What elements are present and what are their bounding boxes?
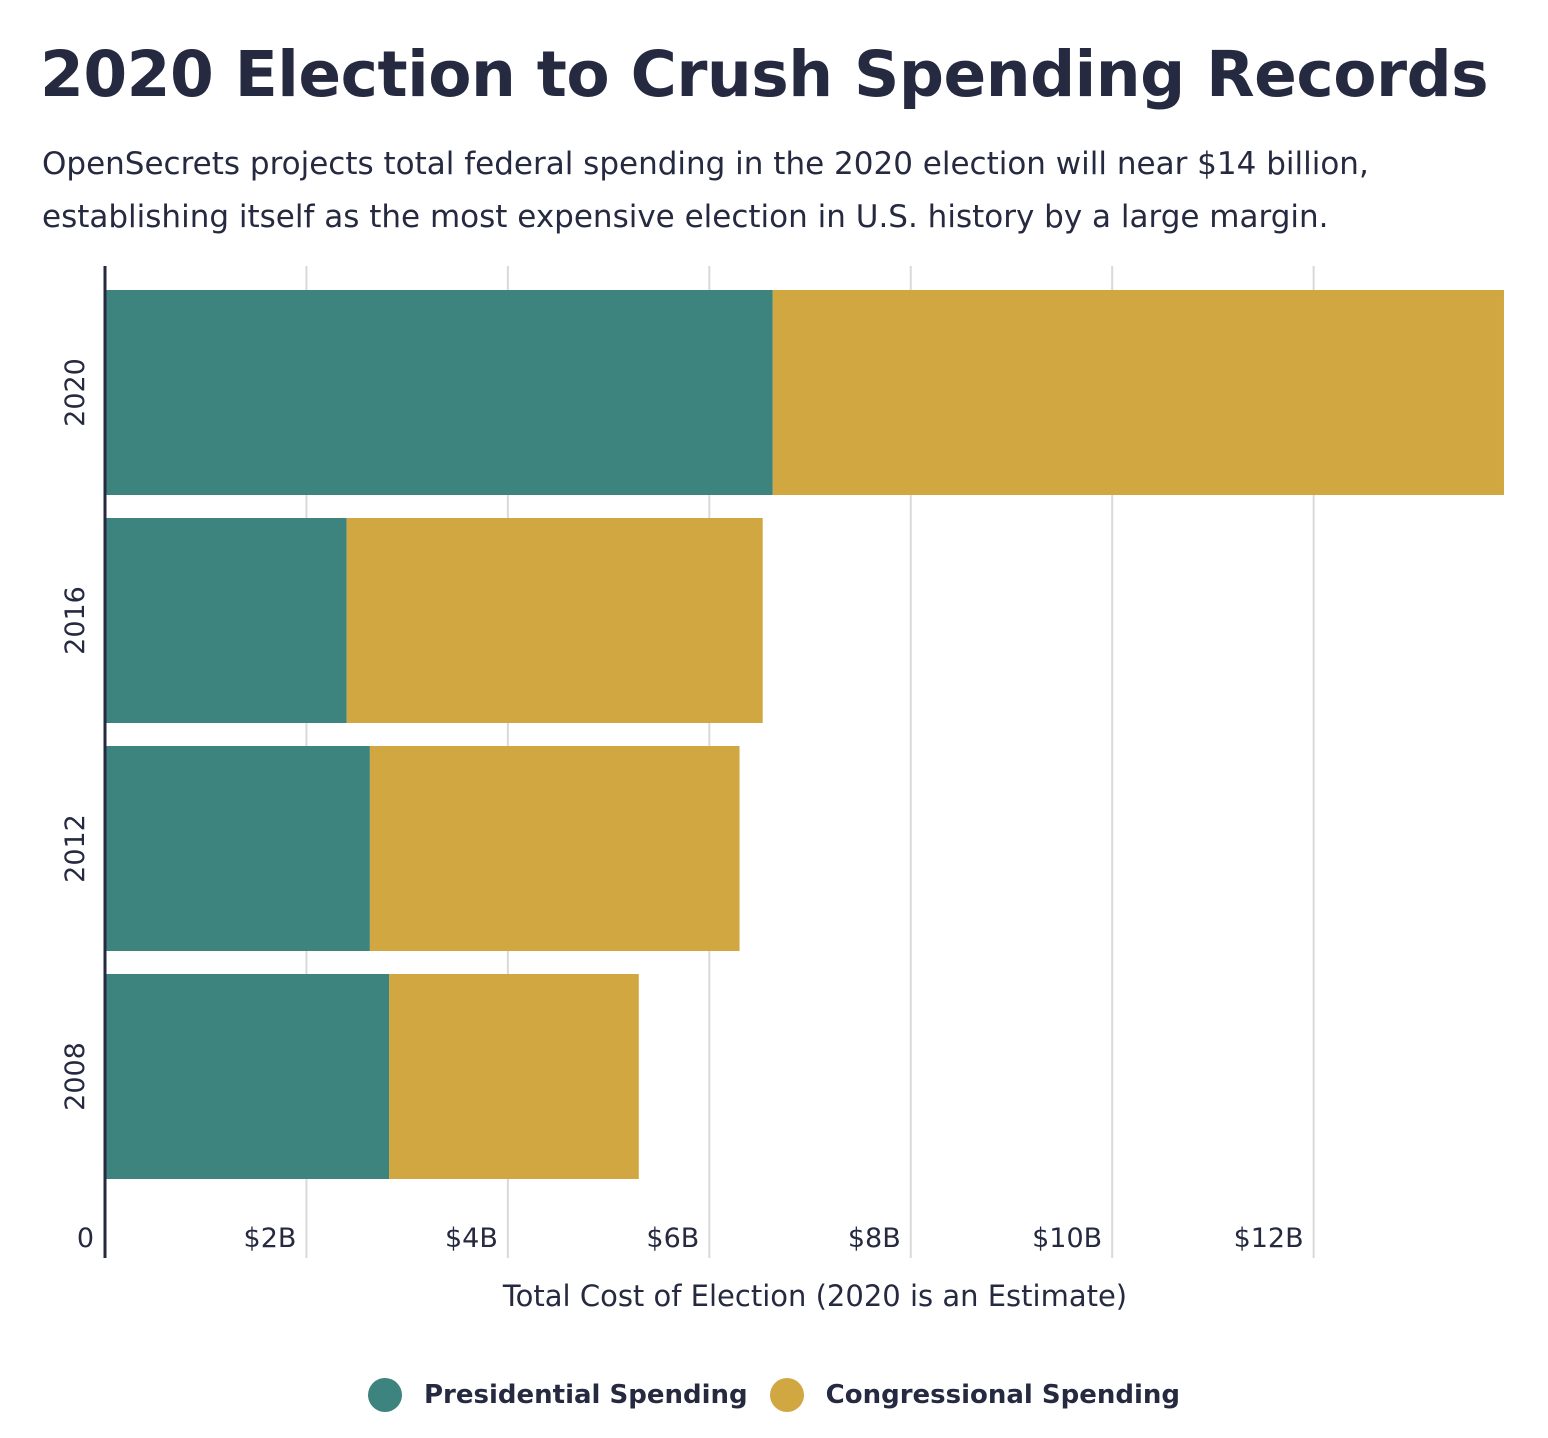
legend-item-congressional[interactable]: Congressional Spending: [769, 1378, 1181, 1412]
chart-title: 2020 Election to Crush Spending Records: [40, 38, 1489, 111]
x-tick-label-6: $12B: [1234, 1223, 1304, 1254]
legend-swatch-congressional: [769, 1378, 804, 1412]
x-tick-label-0: 0: [77, 1223, 94, 1254]
chart-subtitle: OpenSecrets projects total federal spend…: [42, 146, 1369, 235]
x-tick-label-2: $4B: [445, 1223, 498, 1254]
bar-2016-congressional: [346, 518, 763, 723]
x-tick-label-5: $10B: [1032, 1223, 1102, 1254]
bar-2020-presidential: [105, 290, 773, 495]
x-tick-label-1: $2B: [244, 1223, 297, 1254]
x-tick-label-4: $8B: [848, 1223, 901, 1254]
legend-swatch-presidential: [367, 1378, 402, 1412]
bar-2012-presidential: [105, 746, 370, 951]
bar-2020-congressional: [772, 290, 1504, 495]
x-axis-title: Total Cost of Election (2020 is an Estim…: [502, 1279, 1127, 1313]
y-tick-label-2020: 2020: [60, 358, 91, 427]
bar-chart: 2020 2016 2012 2008 0 $2B $4B $6B $8B $10B $12B Tot…: [60, 266, 1504, 1313]
legend-label-presidential: Presidential Spending: [423, 1380, 748, 1410]
bar-2016-presidential: [105, 518, 347, 723]
y-tick-label-2008: 2008: [60, 1042, 91, 1111]
y-tick-label-2016: 2016: [60, 586, 91, 655]
y-tick-label-2012: 2012: [60, 814, 91, 883]
bar-2012-congressional: [369, 746, 740, 951]
legend: Presidential Spending Congressional Spen…: [0, 1378, 1548, 1412]
x-tick-label-3: $6B: [646, 1223, 699, 1254]
legend-item-presidential[interactable]: Presidential Spending: [367, 1378, 748, 1412]
legend-label-congressional: Congressional Spending: [825, 1380, 1181, 1410]
bar-2008-congressional: [389, 974, 639, 1179]
bar-2008-presidential: [105, 974, 390, 1179]
